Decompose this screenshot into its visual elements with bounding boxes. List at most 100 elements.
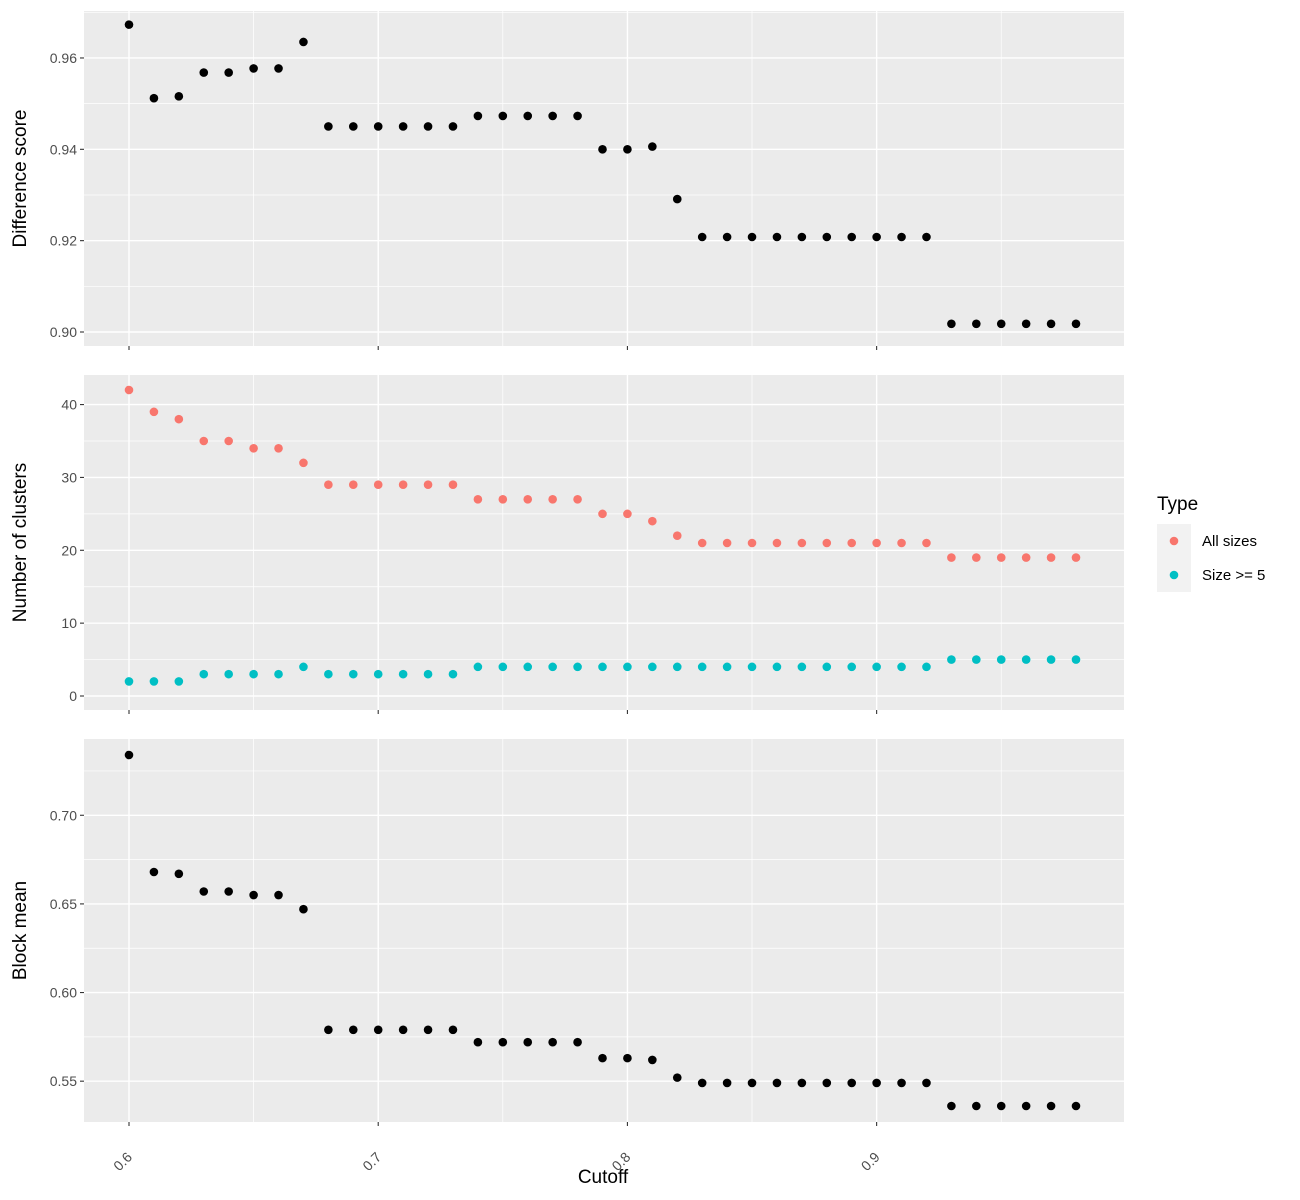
data-point <box>772 538 782 548</box>
data-point <box>648 142 657 151</box>
y-tick-label: 40 <box>61 397 77 413</box>
data-point <box>174 92 184 101</box>
x-tick-label: 0.9 <box>858 1149 883 1174</box>
data-point <box>224 887 233 896</box>
data-point <box>1071 553 1081 562</box>
data-point <box>872 1078 881 1088</box>
data-point <box>697 1078 707 1088</box>
y-tick-label: 0.90 <box>50 324 77 340</box>
data-point <box>249 64 258 73</box>
data-point <box>448 122 458 131</box>
data-point <box>797 662 807 672</box>
legend-label: All sizes <box>1202 533 1257 550</box>
data-point <box>149 93 159 103</box>
data-point <box>473 1037 483 1047</box>
data-point <box>598 145 607 154</box>
data-point <box>1071 655 1081 664</box>
data-point <box>448 1025 458 1035</box>
y-axis-title: Difference score <box>10 110 31 248</box>
data-point <box>847 232 857 242</box>
data-point <box>623 1053 632 1063</box>
data-point <box>722 1078 732 1088</box>
data-point <box>573 494 582 504</box>
y-tick-label: 0.65 <box>50 896 77 912</box>
y-tick-label: 0.70 <box>50 807 77 823</box>
data-point <box>1021 553 1031 562</box>
data-point <box>523 662 533 672</box>
data-point <box>872 662 881 672</box>
data-point <box>174 414 184 424</box>
data-point <box>648 1055 657 1065</box>
data-point <box>249 443 258 453</box>
data-point <box>1046 1101 1056 1111</box>
y-axis-title: Block mean <box>10 881 31 980</box>
data-point <box>224 68 233 77</box>
data-point <box>348 1025 358 1035</box>
data-point <box>373 1025 383 1035</box>
data-point <box>648 516 657 526</box>
data-point <box>623 145 632 154</box>
data-point <box>772 232 782 242</box>
y-tick-label: 0.94 <box>50 141 77 157</box>
data-point <box>1071 319 1081 329</box>
panels: 0.90 0.92 0.94 0.96 Difference score 0 10 20 30 4… <box>10 11 1124 1126</box>
data-point <box>548 1037 557 1047</box>
data-point <box>897 1078 906 1088</box>
legend-label: Size >= 5 <box>1202 567 1265 584</box>
data-point <box>174 869 184 879</box>
series-1 <box>124 750 1081 1111</box>
data-point <box>523 1037 533 1047</box>
data-point <box>423 122 433 131</box>
series-1 <box>124 385 1081 562</box>
data-point <box>947 553 956 562</box>
data-point <box>922 538 931 548</box>
data-point <box>348 122 358 131</box>
data-point <box>772 1078 782 1088</box>
data-point <box>897 662 906 672</box>
data-point <box>498 111 508 121</box>
data-point <box>822 232 832 242</box>
x-tick-label: 0.6 <box>110 1149 135 1174</box>
data-point <box>872 232 881 242</box>
data-point <box>623 662 632 672</box>
data-point <box>722 538 732 548</box>
data-point <box>398 480 408 490</box>
data-point <box>199 68 209 77</box>
panel-background <box>84 11 1124 346</box>
data-point <box>822 1078 832 1088</box>
data-point <box>573 1037 582 1047</box>
data-point <box>747 662 757 672</box>
data-point <box>996 319 1006 329</box>
data-point <box>747 232 757 242</box>
data-point <box>672 662 682 672</box>
data-point <box>996 655 1006 664</box>
data-point <box>299 458 308 468</box>
data-point <box>448 669 458 679</box>
data-point <box>324 669 333 679</box>
data-point <box>1021 655 1031 664</box>
data-point <box>299 37 308 47</box>
data-point <box>498 662 508 672</box>
data-point <box>398 122 408 131</box>
data-point <box>872 538 881 548</box>
data-point <box>947 1101 956 1111</box>
data-point <box>573 111 582 121</box>
data-point <box>1046 319 1056 329</box>
data-point <box>324 122 333 131</box>
data-point <box>623 509 632 519</box>
data-point <box>922 1078 931 1088</box>
data-point <box>548 662 557 672</box>
data-point <box>797 232 807 242</box>
data-point <box>398 1025 408 1035</box>
series-2 <box>124 655 1081 686</box>
data-point <box>697 232 707 242</box>
data-point <box>274 64 283 73</box>
data-point <box>324 1025 333 1035</box>
data-point <box>972 553 981 562</box>
data-point <box>398 669 408 679</box>
panel-background <box>84 739 1124 1122</box>
data-point <box>548 111 557 121</box>
data-point <box>772 662 782 672</box>
y-tick-label: 30 <box>61 469 77 485</box>
